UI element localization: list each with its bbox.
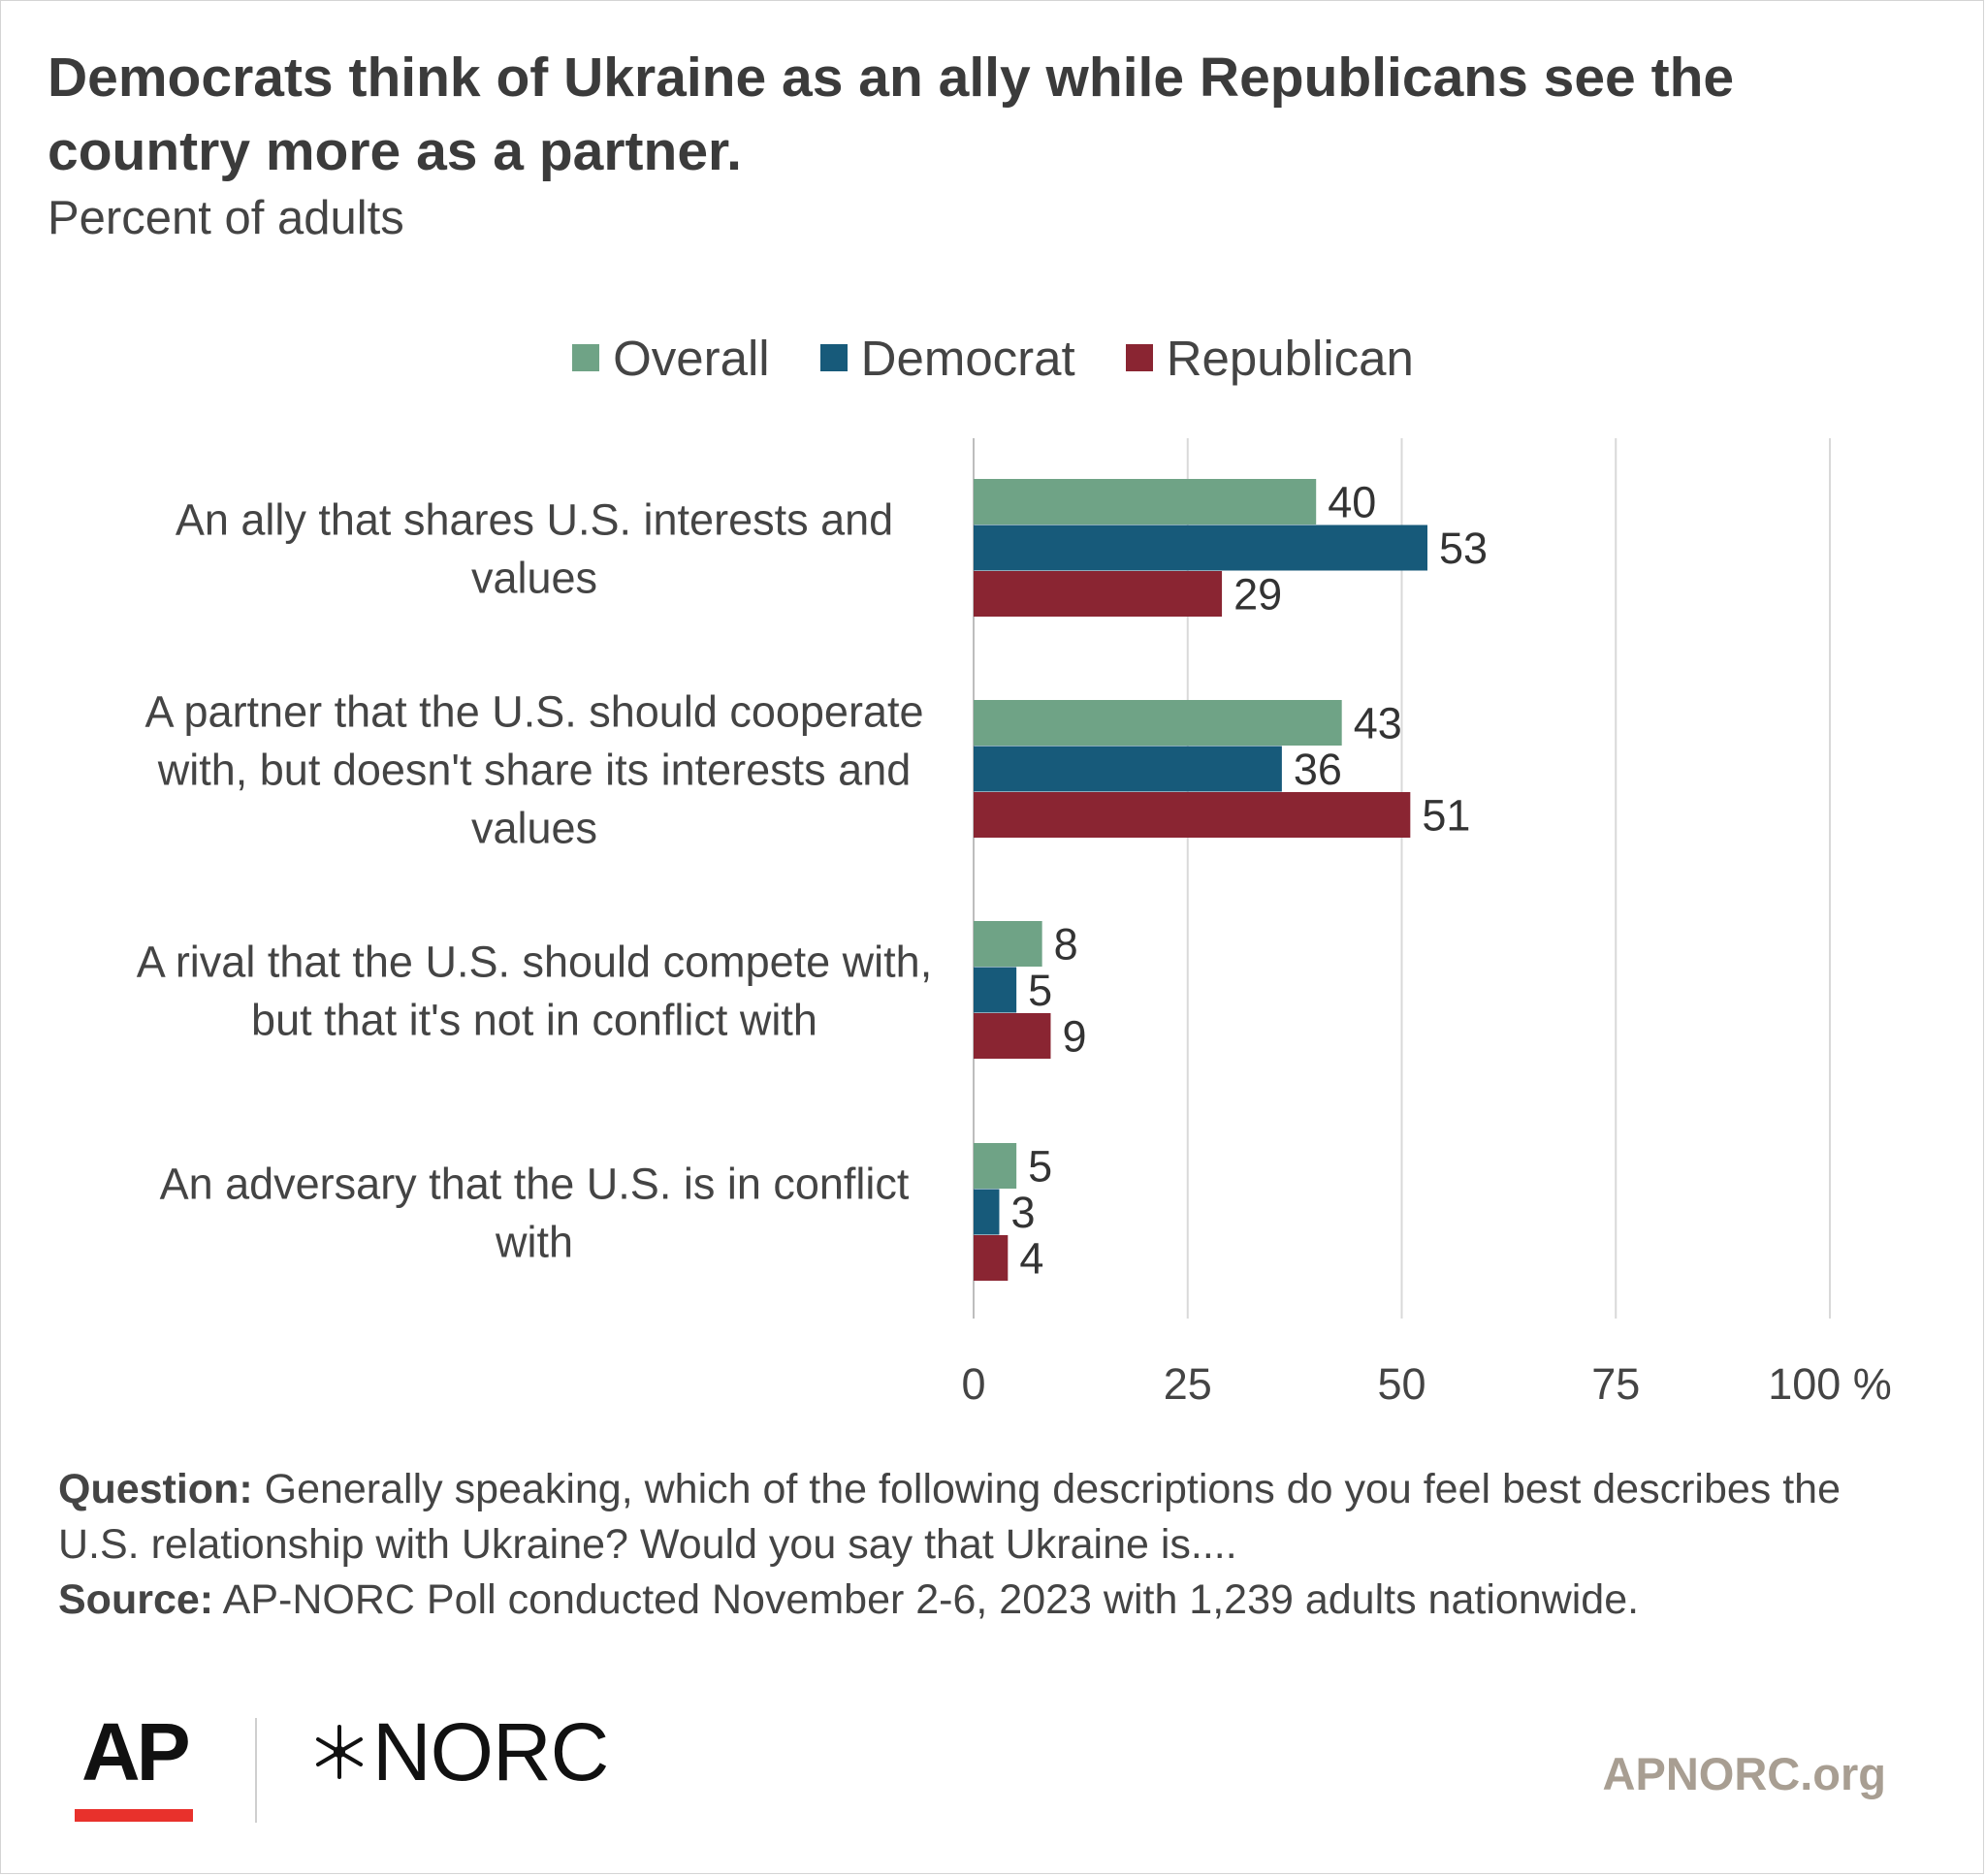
legend-label-overall: Overall [613,330,770,386]
legend-item-democrat: Democrat [819,330,1075,387]
chart-subtitle: Percent of adults [48,192,404,244]
bar-democrat [974,525,1427,571]
legend-item-overall: Overall [572,330,770,387]
data-label: 40 [1328,478,1376,527]
bar-democrat [974,746,1282,792]
bar-republican [974,571,1223,617]
chart-title: Democrats think of Ukraine as an ally wh… [48,47,1735,182]
category-label-line: but that it's not in conflict with [251,995,817,1044]
data-label: 5 [1028,966,1052,1015]
norc-logo: NORC [310,1706,609,1797]
source-label: Source: [58,1576,214,1623]
category-label: An adversary that the U.S. is in conflic… [160,1159,910,1266]
legend-swatch-overall [572,344,600,371]
x-tick-label: 25 [1164,1359,1212,1409]
data-label: 29 [1233,570,1282,620]
data-label: 51 [1422,791,1470,841]
category-label-line: A partner that the U.S. should cooperate [144,686,923,736]
data-label: 8 [1054,920,1078,970]
category-label-line: values [471,553,597,602]
source-text: AP-NORC Poll conducted November 2-6, 202… [213,1576,1640,1623]
data-label: 36 [1294,745,1342,794]
category-label: An ally that shares U.S. interests and va… [176,494,893,602]
bar-chart: 0 25 50 75 100 % An ally that shares U.S. int… [137,438,1892,1409]
legend-swatch-democrat [819,344,848,371]
data-label: 53 [1439,524,1488,573]
norc-star-icon [316,1725,363,1779]
legend-label-democrat: Democrat [860,330,1075,386]
legend-swatch-republican [1125,344,1153,371]
category-label-line: A rival that the U.S. should compete wit… [137,937,932,986]
data-label: 9 [1062,1012,1086,1062]
x-tick-label: 50 [1377,1359,1425,1409]
ap-logo-underline [75,1809,193,1822]
question-note: Question: Generally speaking, which of t… [58,1462,1901,1573]
bar-democrat [974,967,1017,1013]
chart-notes: Question: Generally speaking, which of t… [58,1462,1901,1628]
question-text: Generally speaking, which of the followi… [58,1466,1841,1568]
data-label: 43 [1354,699,1402,748]
x-tick-label: 0 [961,1359,985,1409]
category-label-line: with, but doesn't share its interests an… [157,745,912,794]
category-label: A rival that the U.S. should compete wit… [137,937,932,1044]
source-note: Source: AP-NORC Poll conducted November … [58,1573,1901,1628]
x-tick-label: 100 % [1768,1359,1892,1409]
bar-republican [974,1235,1009,1281]
bar-overall [974,479,1317,525]
data-label: 5 [1028,1142,1052,1192]
x-tick-label: 75 [1591,1359,1640,1409]
norc-logo-text: NORC [372,1706,609,1797]
legend-label-republican: Republican [1166,330,1414,386]
bar-republican [974,792,1411,838]
data-label: 3 [1010,1188,1035,1237]
category-label-line: values [471,803,597,852]
category-label: A partner that the U.S. should cooperate… [144,686,923,852]
legend: Overall Democrat Republican [0,326,1986,390]
bar-democrat [974,1189,1000,1235]
site-link: APNORC.org [1602,1748,1886,1799]
category-label-line: An adversary that the U.S. is in conflic… [160,1159,910,1208]
question-label: Question: [58,1466,253,1512]
category-label-line: An ally that shares U.S. interests and [176,494,893,544]
bar-overall [974,921,1042,967]
logo-divider [255,1718,257,1823]
bar-overall [974,1143,1017,1189]
bar-republican [974,1013,1051,1059]
bar-overall [974,700,1342,746]
category-label-line: with [495,1217,573,1266]
legend-item-republican: Republican [1125,330,1414,387]
ap-logo: AP [81,1706,191,1797]
data-label: 4 [1019,1234,1043,1284]
